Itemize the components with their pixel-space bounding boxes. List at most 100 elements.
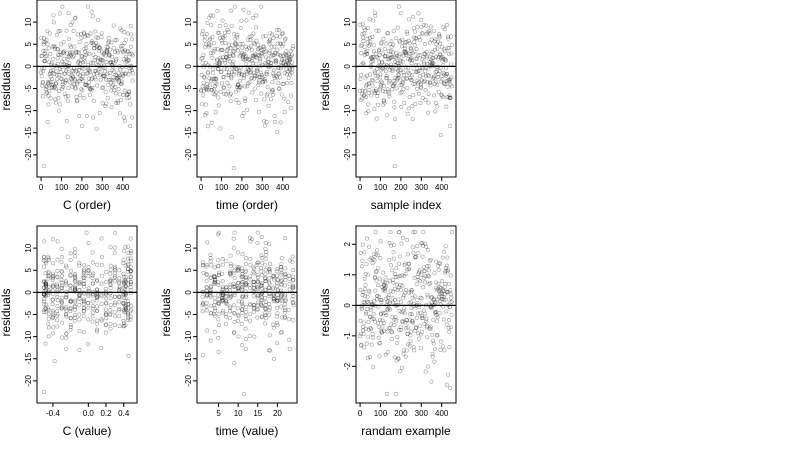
data-point [432, 300, 437, 305]
data-point [360, 96, 365, 101]
data-point [64, 279, 69, 284]
data-point [86, 268, 91, 273]
data-point [414, 282, 419, 287]
data-point [446, 36, 451, 41]
data-point [128, 269, 133, 274]
data-point [130, 78, 135, 83]
data-point [276, 28, 281, 33]
data-point [252, 271, 257, 276]
data-point [377, 340, 382, 345]
data-point [395, 25, 400, 30]
data-point [382, 282, 387, 287]
y-axis-title: residuals [159, 62, 173, 110]
data-point [280, 31, 285, 36]
data-point [213, 299, 218, 304]
data-point [113, 58, 118, 63]
data-point [64, 314, 69, 319]
data-point [96, 18, 101, 23]
data-point [108, 281, 113, 286]
data-point [215, 57, 220, 62]
data-point [420, 243, 425, 248]
data-point [271, 88, 276, 93]
data-point [105, 96, 110, 101]
data-point [99, 35, 104, 40]
data-point [125, 306, 130, 311]
data-point [378, 341, 383, 346]
data-point [358, 88, 363, 93]
data-point [72, 78, 77, 83]
data-point [113, 73, 118, 78]
data-point [383, 54, 388, 59]
data-point [228, 305, 233, 310]
data-point [60, 59, 65, 64]
data-point [103, 289, 108, 294]
data-point [392, 163, 397, 168]
data-point [385, 299, 390, 304]
x-tick-label: 100 [374, 409, 388, 418]
data-point [73, 16, 78, 21]
data-point [55, 47, 60, 52]
data-point [382, 287, 387, 292]
data-point [216, 258, 221, 263]
data-point [263, 272, 268, 277]
data-point [412, 43, 417, 48]
data-point [251, 285, 256, 290]
data-point [448, 95, 453, 100]
data-point [424, 316, 429, 321]
data-point [391, 250, 396, 255]
data-point [55, 268, 60, 273]
data-point [286, 307, 291, 312]
data-point [245, 107, 250, 112]
y-axis-title: residuals [0, 62, 13, 110]
data-point [224, 55, 229, 60]
data-point [431, 341, 436, 346]
data-point [427, 31, 432, 36]
data-point [43, 40, 48, 45]
data-point [65, 98, 70, 103]
data-point [381, 102, 386, 107]
data-point [204, 87, 209, 92]
data-point [89, 77, 94, 82]
data-point [271, 297, 276, 302]
data-point [415, 297, 420, 302]
data-point [91, 42, 96, 47]
data-point [372, 106, 377, 111]
data-point [90, 314, 95, 319]
data-point [283, 299, 288, 304]
data-point [396, 75, 401, 80]
data-point [51, 261, 56, 266]
data-point [43, 293, 48, 298]
data-point [241, 52, 246, 57]
data-point [406, 17, 411, 22]
data-point [76, 59, 81, 64]
data-point [240, 284, 245, 289]
data-point [61, 40, 66, 45]
data-point [275, 278, 280, 283]
data-point [39, 70, 44, 75]
data-point [439, 79, 444, 84]
data-point [77, 347, 82, 352]
data-point [46, 81, 51, 86]
data-point [98, 66, 103, 71]
data-point [207, 83, 212, 88]
data-point [397, 254, 402, 259]
data-point [244, 70, 249, 75]
data-point [50, 297, 55, 302]
data-point [95, 278, 100, 283]
data-point [43, 259, 48, 264]
data-point [104, 301, 109, 306]
data-point [419, 272, 424, 277]
data-point [86, 80, 91, 85]
data-point [92, 75, 97, 80]
data-point [429, 61, 434, 66]
data-point [232, 268, 237, 273]
data-point [121, 286, 126, 291]
data-point [42, 58, 47, 63]
data-point [59, 52, 64, 57]
data-point [126, 316, 131, 321]
data-point [404, 77, 409, 82]
data-point [223, 295, 228, 300]
data-point [370, 260, 375, 265]
data-point [404, 75, 409, 80]
data-point [391, 82, 396, 87]
